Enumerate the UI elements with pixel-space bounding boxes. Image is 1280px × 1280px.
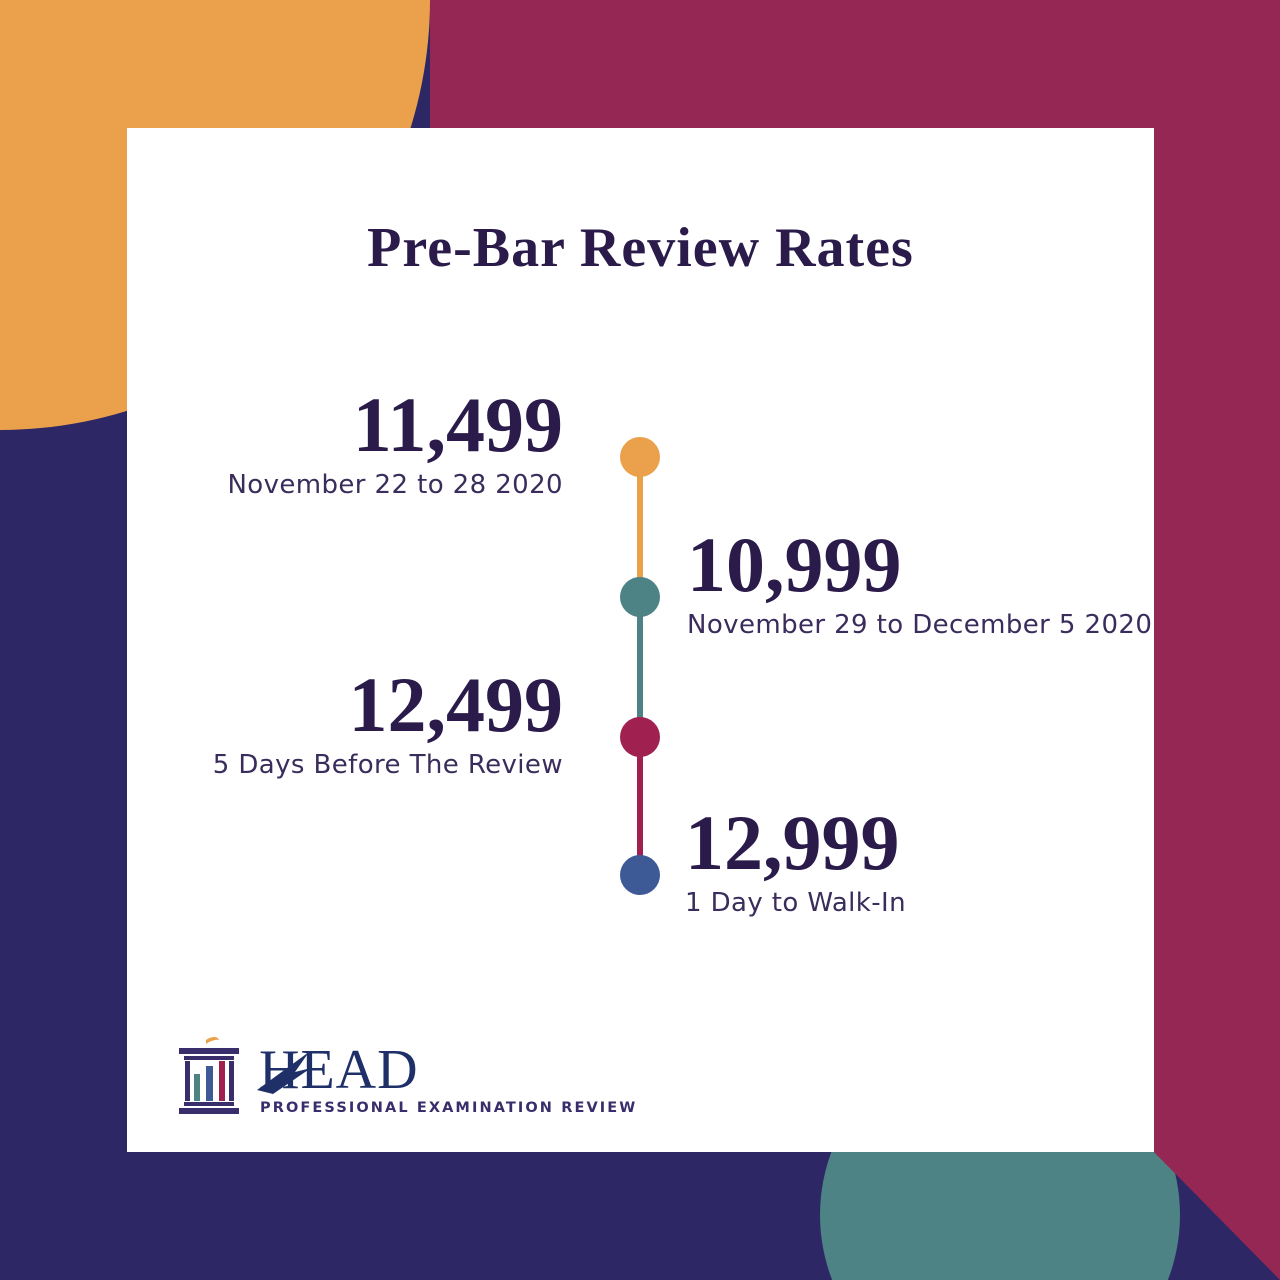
timeline-entry-3: 12,499 5 Days Before The Review (127, 666, 563, 781)
pillar-chart-logo-icon (179, 1037, 239, 1114)
timeline-entry-label: 5 Days Before The Review (212, 750, 563, 780)
timeline-entry-value: 11,499 (352, 381, 563, 468)
page-title: Pre-Bar Review Rates (367, 217, 914, 279)
timeline-entry-1: 11,499 November 22 to 28 2020 (127, 386, 563, 501)
timeline-graphic (127, 128, 1154, 1152)
timeline-entry-4: 12,999 1 Day to Walk-In (685, 804, 906, 919)
content-card: Pre-Bar Review Rates 11,499 November 22 … (127, 128, 1154, 1152)
timeline-connector-2 (637, 597, 643, 737)
logo-wordmark-text: HEAD (259, 1038, 419, 1101)
timeline-connector-3 (637, 737, 643, 875)
timeline-dot-icon (620, 437, 660, 477)
brand-logo: HEAD PROFESSIONAL EXAMINATION REVIEW (173, 1030, 637, 1118)
timeline-entry-label: November 22 to 28 2020 (227, 470, 563, 500)
timeline-dot-icon (620, 855, 660, 895)
timeline-dot-icon (620, 717, 660, 757)
logo-wordmark: HEAD (257, 1042, 637, 1098)
timeline-entry-label: 1 Day to Walk-In (685, 888, 906, 918)
logo-tagline: PROFESSIONAL EXAMINATION REVIEW (260, 1100, 638, 1116)
timeline-connector-1 (637, 457, 643, 597)
timeline-entry-value: 12,999 (685, 799, 900, 886)
timeline-entry-2: 10,999 November 29 to December 5 2020 (687, 526, 1152, 641)
timeline-dot-icon (620, 577, 660, 617)
logo-text-lockup: HEAD PROFESSIONAL EXAMINATION REVIEW (257, 1042, 638, 1116)
timeline-entry-value: 10,999 (687, 521, 902, 608)
timeline-entry-value: 12,499 (348, 661, 564, 748)
timeline-entry-label: November 29 to December 5 2020 (687, 610, 1153, 640)
